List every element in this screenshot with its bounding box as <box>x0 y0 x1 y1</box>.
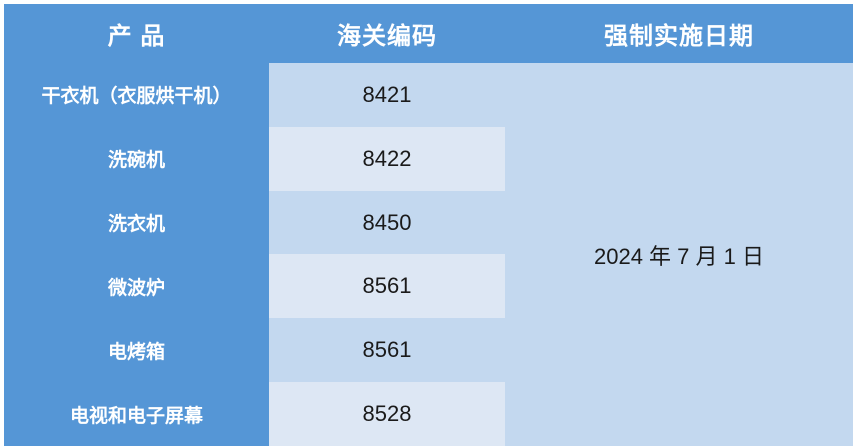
cell-product: 干衣机（衣服烘干机） <box>4 63 269 127</box>
table-row: 电视和电子屏幕 8528 <box>4 382 853 446</box>
cell-hs-code: 8450 <box>269 190 505 255</box>
table-row: 干衣机（衣服烘干机） 8421 2024 年 7 月 1 日 <box>4 63 853 446</box>
column-header-hs-code: 海关编码 <box>269 4 505 63</box>
cell-hs-code: 8561 <box>269 318 505 383</box>
cell-hs-code: 8528 <box>269 382 505 446</box>
compliance-table: 产 品 海关编码 强制实施日期 干衣机（衣服烘干机） 8421 2024 年 7… <box>4 4 853 446</box>
cell-product: 微波炉 <box>4 254 269 319</box>
cell-enforcement-date-merged: 2024 年 7 月 1 日 <box>505 63 853 446</box>
table-row: 洗碗机 8422 <box>4 126 853 191</box>
cell-hs-code: 8561 <box>269 254 505 319</box>
cell-hs-code: 8422 <box>269 126 505 191</box>
table-row: 微波炉 8561 <box>4 254 853 319</box>
cell-product: 洗衣机 <box>4 190 269 255</box>
table-header-row: 产 品 海关编码 强制实施日期 <box>4 4 853 63</box>
cell-product: 电视和电子屏幕 <box>4 382 269 446</box>
column-header-enforcement-date: 强制实施日期 <box>505 4 853 63</box>
compliance-table-container: 产 品 海关编码 强制实施日期 干衣机（衣服烘干机） 8421 2024 年 7… <box>4 4 853 446</box>
cell-product: 洗碗机 <box>4 126 269 191</box>
column-header-product: 产 品 <box>4 4 269 63</box>
table-row: 洗衣机 8450 <box>4 190 853 255</box>
cell-product: 电烤箱 <box>4 318 269 383</box>
table-row: 电烤箱 8561 <box>4 318 853 383</box>
cell-hs-code: 8421 <box>269 63 505 127</box>
